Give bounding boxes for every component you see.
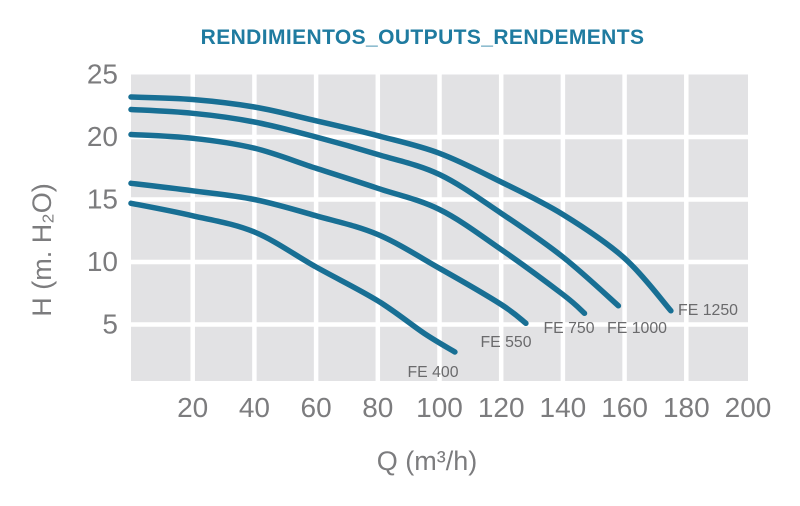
x-tick-200: 200: [725, 392, 772, 423]
x-tick-160: 160: [601, 392, 648, 423]
y-tick-15: 15: [87, 184, 118, 215]
curve-FE-400: [128, 200, 458, 355]
x-tick-100: 100: [416, 392, 463, 423]
y-tick-25: 25: [87, 59, 118, 90]
x-tick-40: 40: [239, 392, 270, 423]
curve-FE-550: [128, 180, 529, 327]
chart-title: RENDIMIENTOS_OUTPUTS_RENDEMENTS: [200, 26, 645, 49]
curve-FE-1000: [128, 106, 622, 309]
y-tick-5: 5: [102, 309, 118, 340]
curve-label-FE-550: FE 550: [481, 334, 532, 351]
x-tick-60: 60: [301, 392, 332, 423]
curve-FE-1250: [128, 94, 674, 314]
x-tick-120: 120: [478, 392, 525, 423]
curve-label-FE-400: FE 400: [408, 364, 459, 381]
y-tick-10: 10: [87, 246, 118, 277]
y-axis-label: H (m. H₂O): [27, 183, 57, 317]
curve-FE-750: [128, 131, 588, 317]
x-tick-80: 80: [362, 392, 393, 423]
x-axis-label: Q (m³/h): [376, 446, 478, 476]
x-tick-20: 20: [177, 392, 208, 423]
y-tick-20: 20: [87, 121, 118, 152]
curve-label-FE-1000: FE 1000: [607, 320, 667, 337]
x-tick-180: 180: [663, 392, 710, 423]
curve-label-FE-750: FE 750: [544, 320, 595, 337]
curve-label-FE-1250: FE 1250: [678, 302, 738, 319]
x-tick-140: 140: [540, 392, 587, 423]
